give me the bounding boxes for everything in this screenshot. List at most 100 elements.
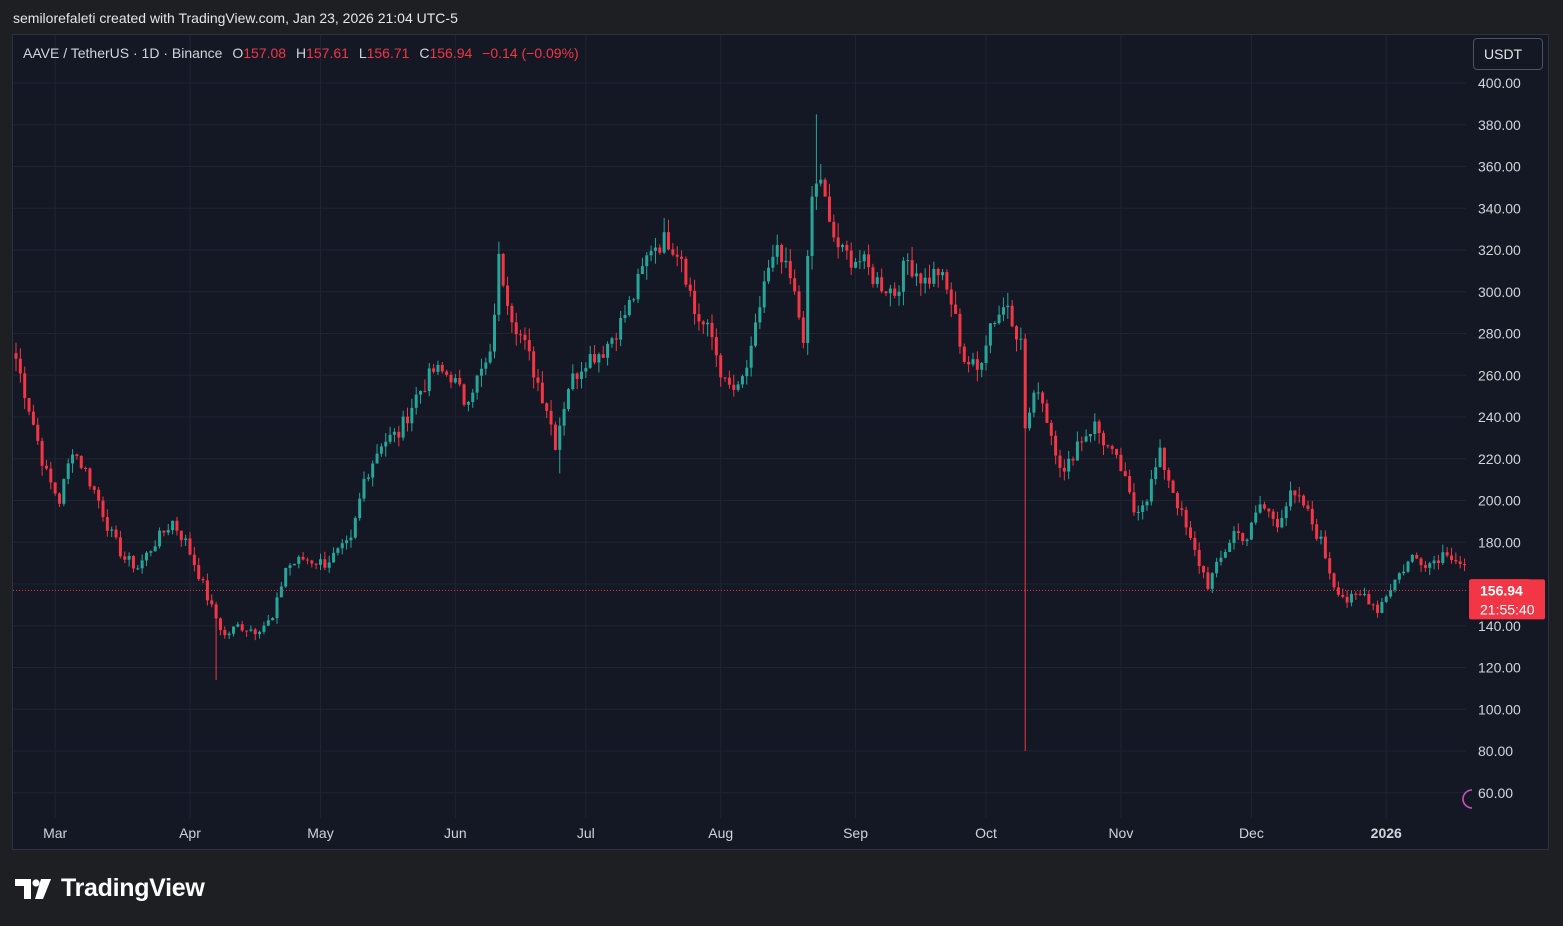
candle-body [1358, 594, 1362, 596]
candle-body [1041, 392, 1045, 404]
candle-body [358, 498, 362, 519]
low-label: L [358, 45, 367, 61]
candle-body [1236, 531, 1240, 533]
candle-body [1010, 305, 1014, 327]
candle-body [88, 468, 92, 487]
tradingview-brand[interactable]: TradingView [15, 874, 205, 903]
candle-body [1154, 467, 1158, 480]
candle-body [92, 486, 96, 490]
candle-body [1123, 471, 1127, 477]
candle-body [653, 247, 657, 251]
candle-body [1280, 518, 1284, 528]
candle-body [988, 323, 992, 346]
x-tick-label: Oct [975, 825, 997, 841]
candle-body [936, 269, 940, 276]
candle-body [797, 291, 801, 318]
candle-body [1184, 509, 1188, 528]
candle-body [1454, 560, 1458, 562]
candle-body [662, 232, 666, 253]
candle-body [384, 441, 388, 447]
candle-body [140, 560, 144, 569]
candle-body [810, 196, 814, 256]
candle-body [1067, 458, 1071, 472]
candle-body [1402, 571, 1406, 574]
candle-body [1032, 392, 1036, 413]
candle-body [1054, 435, 1058, 456]
candle-body [914, 273, 918, 277]
candle-body [1180, 508, 1184, 510]
candle-body [732, 384, 736, 390]
y-tick-label: 80.00 [1478, 743, 1513, 759]
candle-body [1136, 511, 1140, 513]
candle-body [1450, 555, 1453, 561]
candle-body [79, 455, 83, 468]
y-tick-label: 220.00 [1478, 451, 1521, 467]
candle-body [410, 407, 414, 424]
alert-ring-icon[interactable] [1462, 788, 1474, 810]
candle-body [445, 371, 449, 375]
candle-body [606, 343, 610, 358]
candle-body [945, 272, 949, 290]
candle-body [1258, 504, 1262, 513]
candle-body [1315, 524, 1319, 539]
candle-body [284, 567, 288, 587]
candle-body [1389, 589, 1393, 597]
candle-body [745, 367, 749, 377]
candle-body [1049, 422, 1053, 436]
candle-body [297, 556, 301, 564]
x-tick-label: Dec [1239, 825, 1264, 841]
candle-body [223, 629, 227, 636]
candle-body [506, 285, 510, 306]
candle-body [475, 375, 479, 393]
candle-body [1276, 518, 1279, 528]
open-label: O [232, 45, 244, 61]
candle-body [184, 538, 188, 541]
candle-body [175, 520, 179, 531]
candle-body [880, 277, 884, 292]
candle-body [105, 517, 109, 531]
candle-body [967, 361, 971, 365]
candle-body [693, 290, 697, 315]
candle-body [540, 382, 544, 404]
candle-body [288, 565, 292, 568]
candle-body [527, 340, 531, 352]
candle-body [788, 260, 792, 279]
candle-body [232, 626, 235, 634]
candle-body [1036, 392, 1040, 394]
candle-body [1097, 421, 1101, 434]
candle-body [749, 345, 753, 368]
candle-body [319, 559, 322, 565]
candle-body [162, 530, 166, 533]
candle-body [993, 323, 997, 325]
candle-body [758, 307, 762, 323]
x-tick-label: Jun [444, 825, 467, 841]
candle-body [84, 467, 88, 469]
candle-body [645, 255, 649, 267]
candle-body [975, 359, 979, 370]
candle-body [884, 291, 888, 294]
candle-body [305, 559, 309, 561]
candle-body [1267, 508, 1271, 512]
candle-body [66, 463, 70, 479]
candle-body [253, 629, 257, 635]
candle-body [597, 354, 601, 363]
candle-body [1023, 338, 1027, 429]
candle-body [1001, 307, 1005, 315]
candle-body [118, 537, 122, 557]
candle-body [580, 371, 583, 379]
candle-body [593, 354, 597, 363]
currency-button[interactable]: USDT [1473, 38, 1543, 70]
candle-body [1271, 511, 1275, 519]
symbol-label[interactable]: AAVE / TetherUS · 1D · Binance [23, 45, 223, 61]
candle-body [871, 267, 875, 285]
candle-body [458, 378, 462, 385]
candle-body [397, 431, 401, 438]
chart-pane[interactable] [12, 34, 1549, 850]
candle-body [97, 489, 101, 501]
candle-body [1441, 552, 1445, 564]
candle-body [784, 260, 788, 263]
candle-body [1289, 490, 1293, 507]
candle-body [1162, 447, 1166, 471]
candle-body [919, 273, 923, 284]
